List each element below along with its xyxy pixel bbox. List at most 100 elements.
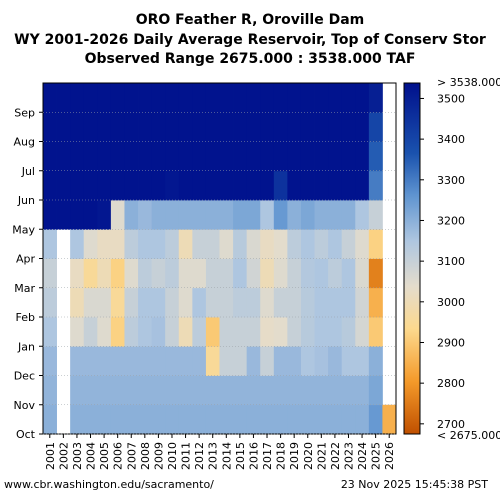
- heatmap-cell-2007-Apr: [124, 229, 139, 259]
- heatmap-cell-2002-Jul: [56, 141, 71, 172]
- heatmap-cell-2014-Oct: [219, 404, 234, 435]
- heatmap-cell-2017-Mar: [260, 258, 275, 289]
- heatmap-cell-2006-Jun: [110, 170, 125, 201]
- heatmap-cell-2005-Nov: [97, 375, 112, 406]
- x-tick-label-2026: 2026: [383, 442, 396, 470]
- heatmap-cell-2014-Jan: [219, 317, 234, 347]
- heatmap-cell-2009-Jun: [151, 170, 166, 201]
- heatmap-cell-2012-May: [192, 200, 207, 230]
- heatmap-cell-2003-May: [70, 200, 85, 230]
- heatmap-cell-2018-Dec: [273, 346, 288, 376]
- heatmap-cell-2001-Sep: [43, 83, 57, 113]
- heatmap-cell-2007-Jun: [124, 170, 139, 201]
- heatmap-cell-2021-Jun: [314, 170, 329, 201]
- heatmap-cell-2011-Mar: [178, 258, 193, 289]
- heatmap-cell-2025-Dec: [368, 346, 383, 376]
- heatmap-cell-2002-Jun: [56, 170, 71, 201]
- heatmap-cell-2012-Apr: [192, 229, 207, 259]
- heatmap-cell-2003-Aug: [70, 112, 85, 142]
- heatmap-cell-2024-Feb: [355, 287, 370, 318]
- heatmap-cell-2018-Mar: [273, 258, 288, 289]
- heatmap-cell-2003-Apr: [70, 229, 85, 259]
- heatmap-cell-2012-Mar: [192, 258, 207, 289]
- y-tick-label-Mar: Mar: [14, 282, 35, 295]
- x-tick-label-2006: 2006: [112, 442, 125, 470]
- x-tick-label-2005: 2005: [98, 442, 111, 470]
- heatmap-cell-2024-Sep: [355, 83, 370, 113]
- heatmap-cell-2002-May: [56, 200, 71, 230]
- x-tick-label-2022: 2022: [329, 442, 342, 470]
- heatmap-cell-2010-Nov: [165, 375, 180, 406]
- heatmap-cell-2004-Jul: [83, 141, 98, 172]
- heatmap-cell-2016-Jun: [246, 170, 261, 201]
- heatmap-cell-2020-Aug: [300, 112, 315, 142]
- heatmap-cell-2001-Aug: [43, 112, 57, 142]
- heatmap-cell-2010-Jun: [165, 170, 180, 201]
- heatmap-cell-2020-Dec: [300, 346, 315, 376]
- heatmap-cell-2004-Apr: [83, 229, 98, 259]
- heatmap-cell-2010-May: [165, 200, 180, 230]
- heatmap-cell-2004-Oct: [83, 404, 98, 435]
- heatmap-cell-2024-Mar: [355, 258, 370, 289]
- heatmap-cell-2007-Mar: [124, 258, 139, 289]
- heatmap-cell-2014-Feb: [219, 287, 234, 318]
- heatmap-cell-2018-Sep: [273, 83, 288, 113]
- heatmap-cell-2014-Dec: [219, 346, 234, 376]
- heatmap-cell-2008-Jun: [138, 170, 153, 201]
- heatmap-cell-2019-Jan: [287, 317, 302, 347]
- heatmap-cell-2024-Jun: [355, 170, 370, 201]
- heatmap-cell-2012-Dec: [192, 346, 207, 376]
- heatmap-cell-2023-Aug: [341, 112, 356, 142]
- heatmap-cell-2003-Sep: [70, 83, 85, 113]
- heatmap-cell-2005-Jul: [97, 141, 112, 172]
- heatmap-cell-2007-Sep: [124, 83, 139, 113]
- heatmap-cell-2001-Jan: [43, 317, 57, 347]
- heatmap-cell-2003-Feb: [70, 287, 85, 318]
- heatmap-cell-2005-Aug: [97, 112, 112, 142]
- heatmap-cell-2017-Feb: [260, 287, 275, 318]
- heatmap-cell-2018-Jul: [273, 141, 288, 172]
- x-tick-label-2015: 2015: [234, 442, 247, 470]
- heatmap-cell-2015-Jul: [233, 141, 248, 172]
- x-tick-label-2013: 2013: [207, 442, 220, 470]
- heatmap-cell-2025-Oct: [368, 404, 383, 435]
- heatmap-cell-2023-Mar: [341, 258, 356, 289]
- heatmap-cell-2022-Feb: [328, 287, 343, 318]
- y-tick-label-Oct: Oct: [16, 428, 36, 441]
- heatmap-cell-2008-Jul: [138, 141, 153, 172]
- heatmap-cell-2010-Sep: [165, 83, 180, 113]
- heatmap-cell-2012-Aug: [192, 112, 207, 142]
- x-tick-label-2021: 2021: [315, 442, 328, 470]
- y-tick-label-Nov: Nov: [14, 399, 36, 412]
- heatmap-cell-2001-Mar: [43, 258, 57, 289]
- heatmap-cell-2004-Nov: [83, 375, 98, 406]
- heatmap-cell-2007-Dec: [124, 346, 139, 376]
- heatmap-cell-2016-Nov: [246, 375, 261, 406]
- heatmap-cell-2013-Feb: [205, 287, 220, 318]
- heatmap-cell-2011-Dec: [178, 346, 193, 376]
- heatmap-cell-2009-Aug: [151, 112, 166, 142]
- heatmap-cell-2003-Jun: [70, 170, 85, 201]
- heatmap-cell-2006-Nov: [110, 375, 125, 406]
- chart-subtitle: WY 2001-2026 Daily Average Reservoir, To…: [14, 32, 486, 48]
- chart-range-label: Observed Range 2675.000 : 3538.000 TAF: [84, 51, 416, 67]
- heatmap-cell-2011-Jun: [178, 170, 193, 201]
- heatmap-cell-2015-May: [233, 200, 248, 230]
- heatmap-cell-2022-Sep: [328, 83, 343, 113]
- heatmap-cell-2025-Feb: [368, 287, 383, 318]
- heatmap-cell-2009-Jan: [151, 317, 166, 347]
- heatmap-cell-2017-Dec: [260, 346, 275, 376]
- heatmap-cell-2008-Mar: [138, 258, 153, 289]
- heatmap-cell-2013-May: [205, 200, 220, 230]
- colorbar-tick-label-2800: 2800: [437, 377, 465, 390]
- heatmap-cell-2010-Aug: [165, 112, 180, 142]
- colorbar-tick-label-2700: 2700: [437, 418, 465, 431]
- heatmap-cell-2008-Feb: [138, 287, 153, 318]
- heatmap-cell-2003-Oct: [70, 404, 85, 435]
- heatmap-cell-2012-Nov: [192, 375, 207, 406]
- heatmap-cell-2016-Mar: [246, 258, 261, 289]
- y-tick-label-Aug: Aug: [14, 136, 35, 149]
- heatmap-cell-2021-Apr: [314, 229, 329, 259]
- heatmap-cell-2018-Nov: [273, 375, 288, 406]
- heatmap-cell-2010-Feb: [165, 287, 180, 318]
